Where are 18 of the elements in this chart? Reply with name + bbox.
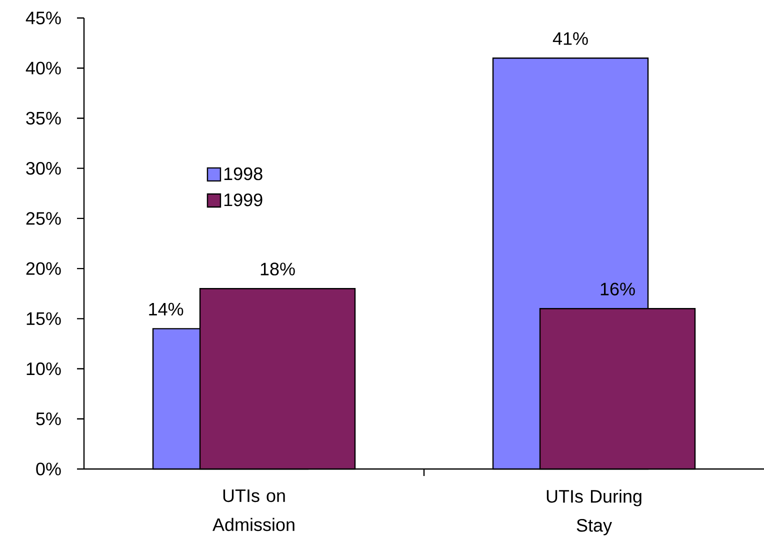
y-tick-label: 5% — [36, 412, 61, 426]
y-tick-label: 40% — [26, 62, 61, 74]
legend-label: 1999 — [224, 193, 262, 206]
y-tick-label: 35% — [26, 112, 61, 125]
data-label: 14% — [149, 302, 184, 316]
data-label: 18% — [260, 262, 295, 276]
x-tick-label: UTIs on Admission — [212, 490, 294, 532]
data-label: 41% — [552, 32, 588, 45]
data-label: 16% — [600, 282, 635, 296]
y-tick-label: 45% — [26, 12, 61, 24]
x-tick-label: UTIs During Stay — [546, 490, 642, 536]
y-tick-label: 30% — [26, 162, 61, 175]
y-tick-label: 0% — [36, 462, 61, 476]
y-tick-label: 25% — [26, 212, 61, 225]
y-tick-label: 15% — [26, 312, 61, 325]
legend-label: 1998 — [224, 167, 262, 180]
y-tick-label: 10% — [26, 362, 61, 376]
y-tick-label: 20% — [26, 262, 61, 275]
